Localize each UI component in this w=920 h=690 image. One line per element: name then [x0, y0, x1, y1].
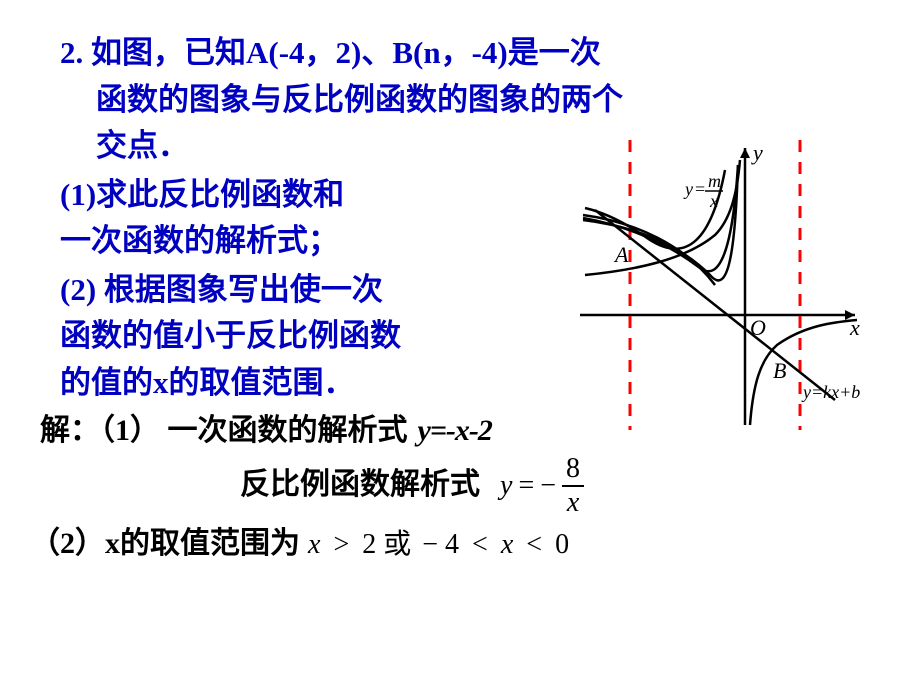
graph-figure: y x O A B y = m x y=kx+b [555, 140, 865, 430]
y-arrow-icon [740, 148, 750, 158]
range-x2: x [501, 529, 513, 560]
q2-line3: 的值的x的取值范围． [60, 365, 355, 400]
graph-svg: y x O A B y = m x y=kx+b [555, 140, 865, 430]
frac-num-8: 8 [562, 455, 584, 487]
var-y: y [500, 464, 512, 507]
hyp-label-m: m [708, 171, 721, 191]
range-x1: x [308, 529, 320, 560]
problem-line1: 2. 如图，已知A(-4，2)、B(n，-4)是一次 [60, 35, 601, 70]
hyp-label-y: y [683, 179, 693, 199]
linear-equation: y=-x-2 [418, 408, 492, 455]
question-2: (2) 根据图象写出使一次 函数的值小于反比例函数 的值的x的取值范围． [60, 267, 580, 407]
label-B: B [773, 358, 786, 383]
range-or: 或 [383, 529, 411, 560]
line-label: y=kx+b [801, 382, 860, 402]
solution-block: 解：（1） 一次函数的解析式 y=-x-2 反比例函数解析式 y = − 8 x… [60, 408, 880, 567]
reciprocal-equation: y = − 8 x [500, 455, 588, 517]
hyperbola-q4 [750, 320, 857, 425]
solution-part1-line2: 反比例函数解析式 y = − 8 x [240, 455, 880, 517]
frac-den-x: x [562, 487, 584, 517]
question-1: (1)求此反比例函数和 一次函数的解析式； [60, 172, 580, 265]
range-expression: x > 2 或 − 4 < x < 0 [308, 523, 569, 566]
label-A: A [613, 242, 629, 267]
q1-line2: 一次函数的解析式； [60, 223, 339, 258]
q2-line1: (2) 根据图象写出使一次 [60, 272, 383, 307]
solution-part2: （2）x的取值范围为 x > 2 或 − 4 < x < 0 [30, 521, 880, 568]
label-y: y [751, 140, 763, 165]
eq-sign: = [518, 464, 534, 507]
range-gt: > [333, 529, 349, 560]
part2-label: （2）x的取值范围为 [30, 521, 300, 568]
problem-line2: 函数的图象与反比例函数的图象的两个 [96, 82, 623, 117]
q1-line1: (1)求此反比例函数和 [60, 177, 344, 212]
minus-sign: − [540, 464, 556, 507]
range-2: 2 [362, 529, 376, 560]
fraction-8-x: 8 x [562, 455, 584, 517]
label-x: x [849, 315, 860, 340]
range-lt2: < [526, 529, 542, 560]
range-0: 0 [555, 529, 569, 560]
page-container: 2. 如图，已知A(-4，2)、B(n，-4)是一次 函数的图象与反比例函数的图… [0, 0, 920, 690]
label-O: O [750, 315, 766, 340]
problem-line3: 交点． [96, 128, 189, 163]
range-lt1: < [472, 529, 488, 560]
solution-prefix: 解：（1） 一次函数的解析式 [40, 408, 408, 455]
hyp-label-x: x [709, 191, 718, 211]
reciprocal-label: 反比例函数解析式 [240, 462, 480, 509]
q2-line2: 函数的值小于反比例函数 [60, 318, 401, 353]
range-m4: − 4 [422, 529, 459, 560]
hyp-label-eq: = [695, 179, 705, 199]
